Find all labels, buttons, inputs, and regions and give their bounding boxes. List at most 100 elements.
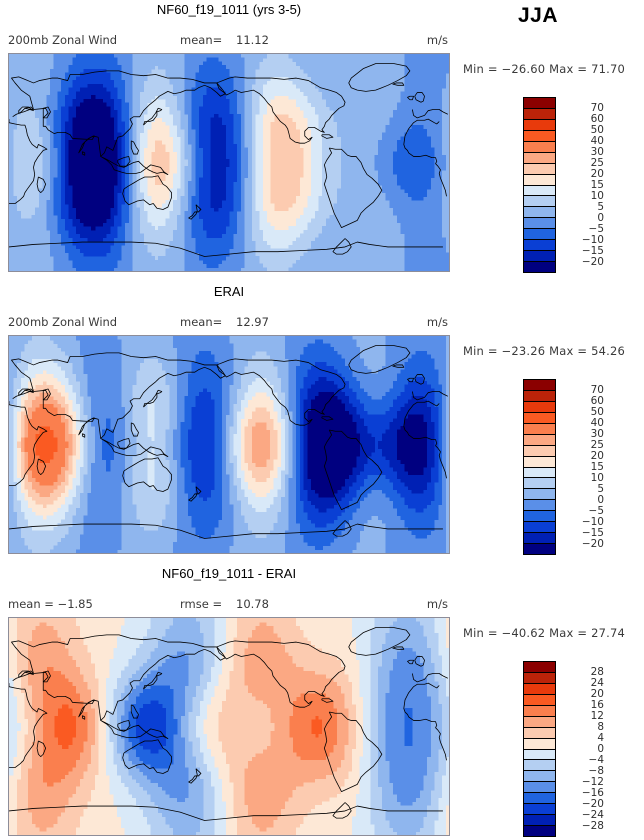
stat-value: 10.78 <box>236 597 269 611</box>
colorbar-tick-label: −5 <box>588 223 604 235</box>
colorbar-tick-label: 8 <box>597 721 604 733</box>
season-label: JJA <box>517 4 559 27</box>
coastline-path <box>9 401 48 486</box>
minmax-text: Min = −23.26 Max = 54.26 <box>463 344 626 358</box>
colorbar-tick-label: 20 <box>590 688 604 700</box>
colorbar-band <box>524 240 555 252</box>
coastline-path <box>9 683 48 768</box>
coastline-path <box>188 768 202 784</box>
coastline-path <box>392 82 405 86</box>
colorbar-band <box>524 727 555 739</box>
colorbar-band <box>524 683 555 695</box>
contour-band <box>68 95 118 231</box>
map-svg <box>9 618 449 835</box>
colorbar-tick-label: 20 <box>590 450 604 462</box>
colorbar-tick-label: −10 <box>581 234 604 246</box>
coastline-path <box>414 656 425 667</box>
colorbar-tick-label: 24 <box>590 677 604 689</box>
colorbar-band <box>524 445 555 457</box>
units-label: m/s <box>426 33 448 47</box>
world-map-plot <box>8 335 450 554</box>
colorbar-band <box>524 119 555 131</box>
coastline-path <box>321 134 334 139</box>
coastline-path <box>216 76 346 144</box>
panel-subheader: 200mb Zonal Wind mean= 12.97 m/s <box>8 315 450 331</box>
coastline-layer <box>9 63 448 257</box>
colorbar-tick-label: 50 <box>590 406 604 418</box>
colorbar-band <box>524 511 555 523</box>
colorbar-band <box>524 544 555 554</box>
contour-band <box>64 83 230 242</box>
contour-band <box>9 618 449 835</box>
colorbar-band <box>524 380 555 391</box>
colorbar-band <box>524 130 555 142</box>
coastline-path <box>407 377 414 383</box>
coastline-layer <box>9 345 448 539</box>
coastline-path <box>9 805 443 821</box>
coastline-path <box>18 670 34 678</box>
colorbar-tick-label: −15 <box>581 245 604 257</box>
colorbar-band <box>524 196 555 208</box>
panel-title: NF60_f19_1011 - ERAI <box>161 566 297 581</box>
coastline-path <box>130 422 139 437</box>
contour-band <box>76 336 446 553</box>
coastline-path <box>407 95 414 101</box>
colorbar-ticks: 70 60 50 40 30 25 20 15 10 5 0 −5 −10 −15 −20 <box>560 97 630 273</box>
coastline-path <box>216 640 346 708</box>
contour-fill-layer <box>9 54 449 271</box>
coastline-path <box>332 520 352 537</box>
colorbar-band <box>524 152 555 164</box>
coastline-path <box>100 720 169 739</box>
colorbar-tick-label: 15 <box>590 461 604 473</box>
contour-band <box>102 339 443 550</box>
colorbar-tick-label: 5 <box>597 483 604 495</box>
colorbar-band <box>524 500 555 512</box>
contour-band <box>150 113 305 212</box>
contour-band <box>16 369 282 520</box>
colorbar-band <box>524 489 555 501</box>
units-label: m/s <box>426 315 448 329</box>
coastline-path <box>188 204 202 220</box>
coastline-path <box>122 457 172 492</box>
colorbar-band <box>524 705 555 717</box>
colorbar-tick-label: 28 <box>590 666 604 678</box>
coastline-path <box>403 400 447 479</box>
colorbar-band <box>524 694 555 706</box>
minmax-text: Min = −40.62 Max = 27.74 <box>463 626 626 640</box>
stat-label: mean= <box>180 33 223 47</box>
colorbar-tick-label: 40 <box>590 135 604 147</box>
colorbar-bands <box>523 379 556 555</box>
coastline-path <box>407 659 414 665</box>
colorbar-band <box>524 174 555 186</box>
coastline-path <box>323 429 383 510</box>
coastline-path <box>100 438 169 457</box>
colorbar: 70 60 50 40 30 25 20 15 10 5 0 −5 −10 −15 −20 <box>523 379 643 555</box>
colorbar-tick-label: −8 <box>588 765 604 777</box>
colorbar-tick-label: 60 <box>590 113 604 125</box>
colorbar-band <box>524 478 555 490</box>
colorbar-tick-label: 25 <box>590 157 604 169</box>
coastline-path <box>143 107 163 126</box>
colorbar-tick-label: 30 <box>590 146 604 158</box>
colorbar-tick-label: −15 <box>581 527 604 539</box>
field-label: mean = −1.85 <box>8 597 93 611</box>
contour-band <box>143 95 312 231</box>
coastline-path <box>332 802 352 819</box>
coastline-path <box>392 646 405 650</box>
panel-title: ERAI <box>213 284 245 299</box>
colorbar-ticks: 70 60 50 40 30 25 20 15 10 5 0 −5 −10 −15 −20 <box>560 379 630 555</box>
minmax-text: Min = −26.60 Max = 71.70 <box>463 62 626 76</box>
coastline-path <box>414 92 425 103</box>
colorbar-tick-label: −4 <box>588 754 604 766</box>
colorbar-tick-label: 10 <box>590 190 604 202</box>
contour-band <box>9 336 449 553</box>
coastline-path <box>122 175 172 210</box>
contour-fill-layer <box>9 336 449 553</box>
coastline-path <box>9 523 443 539</box>
contour-band <box>117 618 443 835</box>
colorbar-tick-label: −16 <box>581 787 604 799</box>
contour-band <box>307 392 428 498</box>
coastline-path <box>36 176 47 194</box>
colorbar-band <box>524 218 555 230</box>
stat-value: 11.12 <box>236 33 269 47</box>
